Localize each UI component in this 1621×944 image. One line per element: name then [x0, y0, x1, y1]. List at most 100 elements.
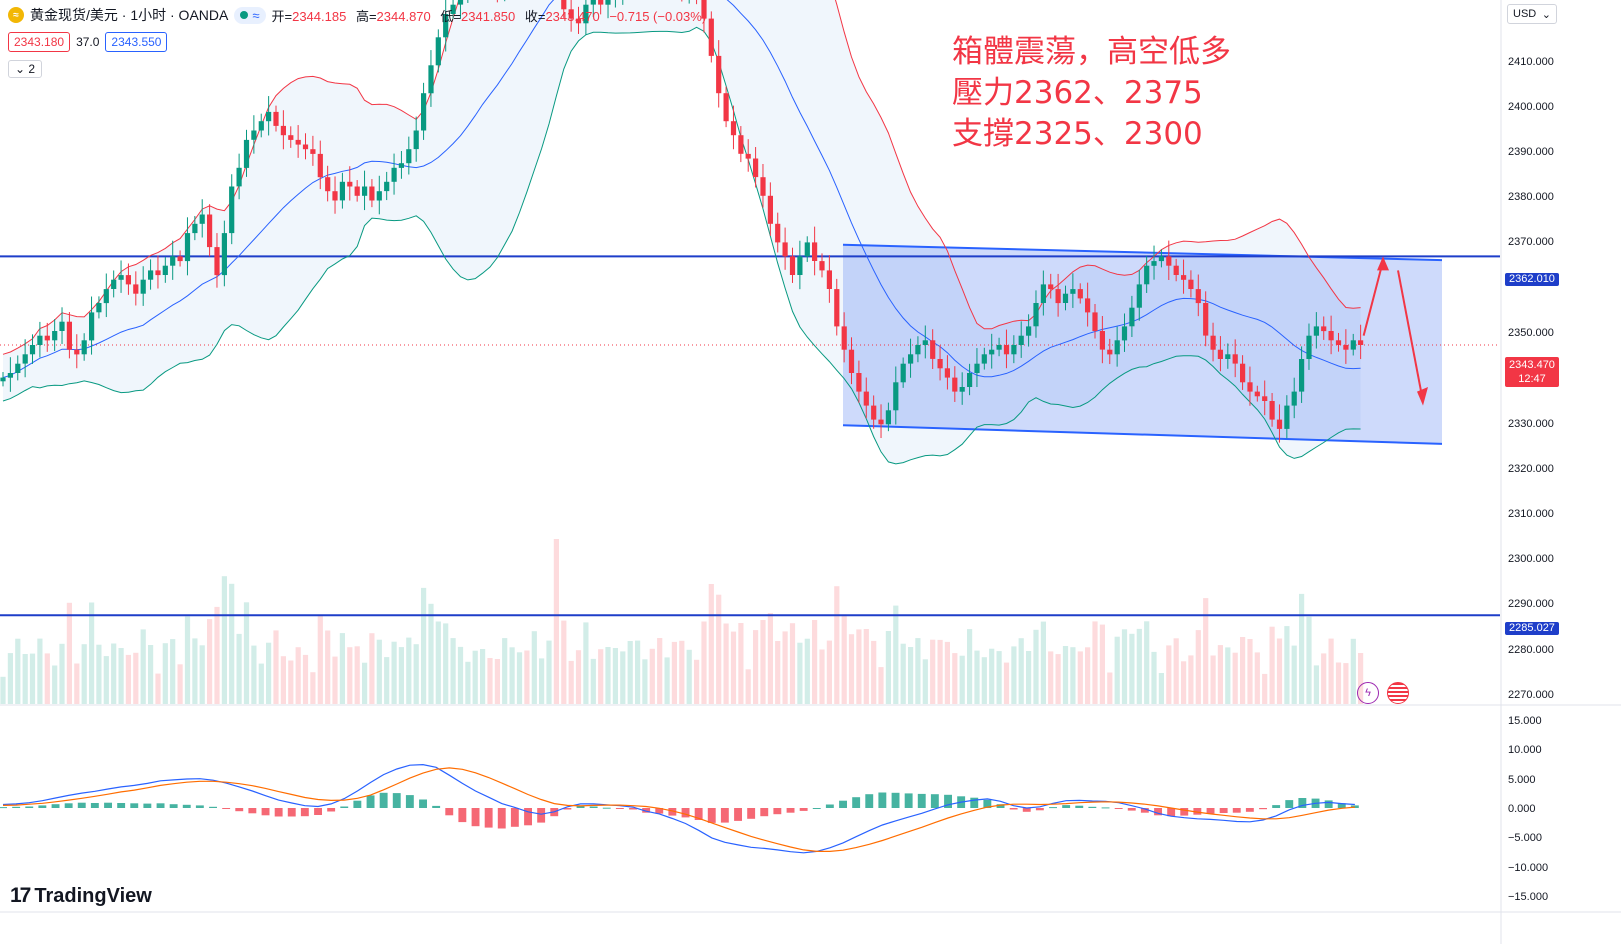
volume-bar	[834, 586, 840, 704]
currency-select[interactable]: USD ⌄	[1507, 4, 1557, 24]
macd-histogram-bar	[1101, 807, 1110, 809]
candle-body	[89, 312, 95, 341]
candle-body	[1151, 261, 1157, 266]
volume-bar	[553, 539, 559, 704]
macd-histogram-bar	[169, 804, 178, 808]
macd-histogram-bar	[563, 808, 572, 810]
volume-bar	[1070, 647, 1076, 704]
candle-body	[981, 354, 987, 364]
macd-histogram-bar	[799, 808, 808, 811]
candle-body	[310, 149, 316, 154]
macd-histogram-bar	[222, 808, 231, 809]
symbol-title[interactable]: 黄金现货/美元 · 1小时 · OANDA	[30, 7, 229, 23]
candle-body	[443, 14, 449, 38]
candle-body	[0, 377, 6, 382]
macd-histogram-bar	[445, 808, 454, 816]
macd-histogram-bar	[497, 808, 506, 829]
macd-histogram-bar	[576, 805, 585, 808]
volume-bar	[922, 659, 928, 704]
candle-body	[1291, 391, 1297, 406]
volume-bar	[649, 648, 655, 704]
volume-bar	[848, 634, 855, 704]
volume-bar	[118, 648, 124, 704]
macd-histogram-bar	[1298, 798, 1307, 808]
volume-bar	[140, 629, 146, 704]
macd-histogram-bar	[340, 806, 349, 808]
candle-body	[989, 349, 995, 355]
macd-histogram-bar	[104, 802, 112, 808]
channel-bottom-line	[842, 424, 1443, 445]
us-flag-icon[interactable]	[1387, 682, 1409, 704]
candle-body	[177, 256, 183, 262]
candle-body	[273, 111, 279, 126]
macd-histogram-bar	[839, 800, 847, 808]
candle-body	[967, 373, 973, 387]
macd-histogram-bar	[878, 792, 887, 808]
volume-bar	[745, 669, 751, 704]
candle-body	[1173, 265, 1179, 275]
candle-body	[421, 93, 427, 131]
candle-body	[1358, 340, 1364, 345]
volume-bar	[37, 638, 43, 704]
volume-bar	[1181, 661, 1187, 704]
candle-body	[155, 270, 161, 276]
volume-bar	[908, 647, 914, 704]
volume-bar	[635, 640, 641, 704]
candle-body	[376, 191, 382, 201]
indicator-toggle[interactable]: ⌄ 2	[8, 60, 43, 78]
candle-body	[66, 321, 72, 350]
wave-icon: ≈	[252, 7, 260, 23]
macd-histogram-bar	[314, 808, 322, 815]
market-status-pill[interactable]: ≈	[234, 6, 266, 24]
volume-bar	[708, 584, 714, 704]
volume-bar	[1217, 645, 1223, 704]
candle-body	[1225, 354, 1231, 359]
candle-body	[1070, 289, 1076, 294]
volume-bar	[465, 661, 471, 704]
volume-bar	[767, 613, 773, 704]
channel-top-line	[842, 243, 1443, 262]
candle-body	[583, 4, 589, 24]
volume-bar	[22, 654, 28, 704]
macd-histogram-bar	[602, 807, 611, 809]
volume-bar	[339, 633, 345, 704]
candle-body	[723, 93, 729, 122]
volume-bar	[229, 583, 235, 704]
candle-body	[1026, 326, 1032, 336]
candle-body	[280, 125, 286, 136]
candle-body	[81, 340, 87, 355]
macd-histogram-bar	[1180, 808, 1189, 816]
candle-body	[362, 186, 368, 196]
candle-body	[1232, 354, 1238, 364]
macd-histogram-bar	[117, 803, 126, 808]
annotation-line: 壓力2362、2375	[952, 75, 1203, 111]
volume-bar	[325, 630, 331, 704]
price-tick: 2370.000	[1508, 236, 1554, 248]
candle-body	[44, 335, 50, 341]
macd-histogram-bar	[996, 804, 1005, 808]
volume-bar	[450, 638, 456, 704]
volume-bar	[930, 639, 936, 704]
sell-button[interactable]: 2343.180	[8, 32, 71, 52]
macd-histogram-bar	[891, 792, 900, 808]
buy-button[interactable]: 2343.550	[105, 32, 168, 52]
volume-bar	[347, 647, 353, 704]
volume-bar	[1210, 655, 1216, 704]
macd-histogram-bar	[615, 808, 624, 809]
candle-body	[96, 303, 102, 313]
candle-body	[22, 354, 28, 364]
tradingview-logo[interactable]: 17 TradingView	[10, 884, 152, 908]
candle-body	[1284, 405, 1290, 429]
candle-body	[812, 242, 818, 261]
macd-histogram-bar	[773, 808, 782, 815]
candle-body	[125, 275, 131, 285]
lightning-icon[interactable]: ϟ	[1357, 682, 1379, 704]
candle-body	[450, 4, 456, 14]
macd-histogram-bar	[1285, 800, 1294, 808]
candle-body	[996, 345, 1002, 350]
volume-bar	[103, 656, 109, 704]
candle-body	[1033, 303, 1039, 327]
candle-body	[568, 9, 574, 19]
volume-bar	[826, 640, 832, 704]
